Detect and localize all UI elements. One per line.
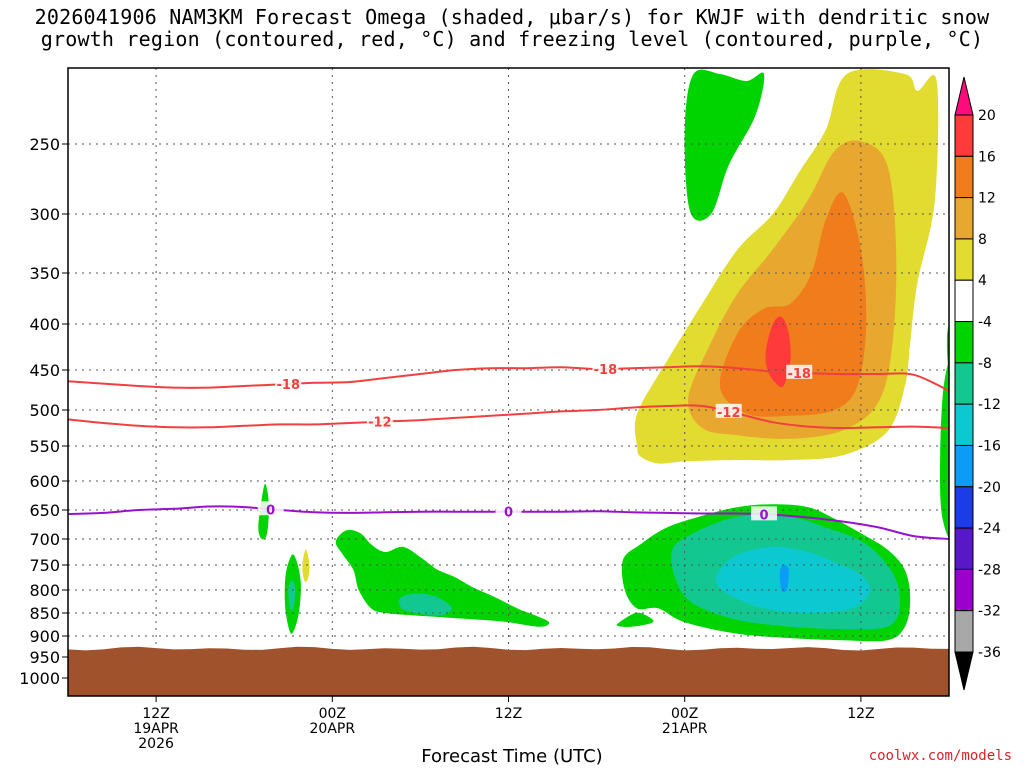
x-tick-label-5-0: 12Z	[142, 706, 169, 722]
colorbar-label-7: -12	[978, 397, 1001, 413]
contour-label-bg	[366, 413, 393, 428]
colorbar-cell-2	[954, 197, 974, 240]
x-tick-label-45-0: 12Z	[847, 706, 874, 722]
terrain-fill	[68, 646, 949, 696]
contour-label--12-0: -12	[368, 416, 392, 431]
contour-label-bg	[495, 503, 522, 518]
y-tick-900: 900	[29, 627, 60, 646]
y-tick-750: 750	[29, 556, 60, 575]
x-tick-label-25-0: 12Z	[495, 706, 522, 722]
contour-label-bg	[715, 403, 742, 418]
colorbar-label-4: 4	[978, 273, 987, 289]
colorbar-label-12: -32	[978, 604, 1001, 620]
chart-title: 2026041906 NAM3KM Forecast Omega (shaded…	[0, 6, 1024, 50]
x-tick-label-15-0: 00Z	[319, 706, 346, 722]
x-tick-label-15-1: 20APR	[310, 721, 356, 737]
contour-label--18-0: -18	[277, 378, 301, 393]
omega-neg-12-core	[715, 546, 870, 613]
contour-label--12-1: -12	[717, 406, 741, 421]
colorbar-cell-1	[954, 155, 974, 199]
colorbar-cell-4	[954, 279, 974, 323]
colorbar-label-2: 12	[978, 191, 996, 207]
omega-neg-4-topstrip	[684, 69, 765, 221]
y-tick-1000: 1000	[19, 669, 60, 688]
omega-pos-12	[719, 192, 867, 417]
colorbar-cell-8	[954, 444, 974, 488]
contour-label-bg	[592, 360, 619, 375]
y-tick-950: 950	[29, 648, 60, 667]
colorbar-cell-3	[954, 238, 974, 281]
colorbar-cell-11	[954, 568, 974, 612]
contour-label--18-2: -18	[787, 367, 811, 382]
source-credit: coolwx.com/models	[868, 748, 1012, 764]
y-tick-700: 700	[29, 530, 60, 549]
y-axis: 250 300 350 400 450 500 550 600 650 700 750 800 850 9…	[19, 135, 68, 688]
y-tick-650: 650	[29, 501, 60, 520]
y-tick-250: 250	[29, 135, 60, 154]
omega-neg-8-column	[288, 580, 296, 611]
y-tick-500: 500	[29, 401, 60, 420]
omega-neg-8-mid	[398, 593, 453, 616]
colorbar-label-8: -16	[978, 438, 1001, 454]
colorbar-cell-12	[954, 610, 974, 653]
chart-title-line1: 2026041906 NAM3KM Forecast Omega (shaded…	[34, 5, 990, 29]
omega-neg-4-right	[940, 360, 949, 539]
omega-pos-4-sliver	[302, 549, 310, 582]
omega-pos-16	[765, 316, 791, 388]
colorbar-label-11: -28	[978, 562, 1001, 578]
contour-label-0-0: 0	[266, 503, 275, 518]
contour-label-0-2: 0	[759, 508, 768, 523]
chart-title-line2: growth region (contoured, red, °C) and f…	[40, 27, 984, 51]
omega-shading	[258, 69, 949, 642]
colorbar-label-5: -4	[978, 315, 992, 331]
terrain	[68, 646, 949, 696]
x-tick-label-5-2: 2026	[138, 736, 174, 752]
y-tick-600: 600	[29, 472, 60, 491]
contour-label-bg	[257, 501, 284, 516]
colorbar-label-10: -24	[978, 521, 1001, 537]
colorbar-cell-0	[954, 114, 974, 157]
colorbar: 20 16 12 8 4 -4 -8 -12 -16 -20 -24 -28 -32 -36	[954, 76, 1001, 691]
colorbar-label-3: 8	[978, 232, 987, 248]
y-tick-850: 850	[29, 604, 60, 623]
colorbar-label-9: -20	[978, 480, 1001, 496]
colorbar-label-13: -36	[978, 645, 1001, 661]
x-tick-label-5-1: 19APR	[133, 721, 179, 737]
omega-neg-4-mid	[335, 529, 550, 627]
y-tick-400: 400	[29, 315, 60, 334]
x-tick-label-35-0: 00Z	[671, 706, 698, 722]
y-tick-350: 350	[29, 264, 60, 283]
contour-label--18-1: -18	[594, 363, 618, 378]
omega-neg-4-sliver	[616, 612, 654, 628]
colorbar-label-1: 16	[978, 149, 996, 165]
contour-lines: -18 -18 -18 -12 -12 0 0 0	[68, 360, 949, 540]
contour--12	[68, 404, 949, 430]
x-axis-title: Forecast Time (UTC)	[421, 746, 603, 767]
y-tick-300: 300	[29, 205, 60, 224]
x-tick-label-35-1: 21APR	[662, 721, 708, 737]
y-tick-450: 450	[29, 361, 60, 380]
colorbar-label-6: -8	[978, 356, 992, 372]
colorbar-cell-6	[954, 362, 974, 405]
colorbar-bottom-arrow	[954, 651, 974, 691]
colorbar-cell-7	[954, 403, 974, 446]
contour-label-bg	[275, 376, 302, 390]
y-tick-800: 800	[29, 581, 60, 600]
omega-neg-16-core	[779, 564, 789, 593]
colorbar-cell-5	[954, 321, 974, 364]
colorbar-cell-10	[954, 527, 974, 570]
y-tick-550: 550	[29, 437, 60, 456]
contour-label-0-1: 0	[504, 506, 513, 521]
colorbar-cell-9	[954, 486, 974, 529]
colorbar-top-arrow	[954, 76, 974, 116]
contour-label-bg	[786, 364, 813, 379]
contour-label-bg	[750, 506, 777, 521]
colorbar-label-0: 20	[978, 108, 996, 124]
